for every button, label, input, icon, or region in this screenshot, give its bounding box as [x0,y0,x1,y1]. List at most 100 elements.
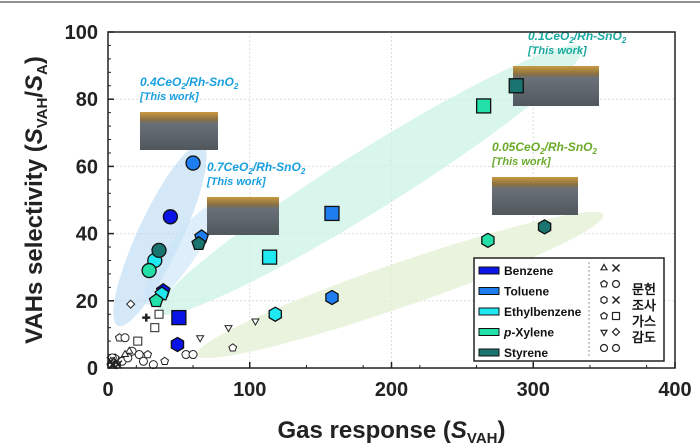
series-label: 0.4CeO2/Rh-SnO2 [140,75,239,91]
marker-circle [611,343,621,353]
literature-point [134,350,144,360]
label-part: /Rh-SnO [543,140,593,154]
x-label-part: VAH [467,430,498,447]
data-point-styrene [508,78,524,94]
data-point-benzene [171,309,187,326]
marker-hexagon [325,289,339,306]
x-tick-label: 300 [517,379,550,401]
legend-label: Toluene [504,285,549,299]
marker-pentagon [148,293,164,308]
data-point-styrene [537,219,552,235]
legend-swatch-styrene [478,348,500,357]
marker-triangle-down [224,325,233,333]
marker-circle [599,343,609,353]
data-point-ethylbenzene [268,306,283,322]
legend-label: Styrene [504,346,548,360]
data-point-p-xylene [481,232,495,249]
x-label-part: S [451,417,467,444]
series-label-note: [This work] [206,176,266,188]
data-point-toluene [185,155,201,171]
label-sub: 2 [180,82,186,91]
marker-square [611,311,621,321]
marker-square [508,78,524,94]
marker-hexagon [268,306,283,322]
label-part: 0.1CeO [528,29,570,43]
highlight-0.4 [113,143,207,327]
marker-square [154,309,164,319]
highlight-0.7 [143,205,217,305]
marker-square [150,323,160,333]
data-point-benzene [162,209,179,225]
legend-literature-marker [600,295,608,305]
marker-pentagon [191,235,207,251]
x-label-part: Gas response ( [278,417,451,444]
literature-point [143,349,153,359]
literature-point [188,350,198,360]
marker-triangle [124,346,134,354]
data-point-ethylbenzene [261,249,278,265]
data-point-styrene [191,235,207,251]
legend-literature-label: 감도 [632,330,656,345]
literature-point [160,356,170,365]
highlight-0.05 [196,211,604,359]
label-part: /Rh-SnO [185,75,235,89]
marker-pentagon [600,311,608,320]
legend-literature-marker [611,263,621,273]
legend-literature-marker [599,329,609,337]
y-tick-label: 0 [87,358,98,380]
marker-circle [120,333,130,343]
literature-point [195,335,205,343]
series-label: 0.05CeO2/Rh-SnO2 [492,140,597,156]
literature-point [150,323,160,333]
legend [473,257,665,362]
series-label-note: [This work] [491,156,551,168]
marker-square [133,336,143,346]
x-tick-label: 400 [658,379,691,401]
marker-triangle-down [599,329,609,337]
marker-star [611,295,621,305]
legend-label: Ethylbenzene [504,305,582,319]
marker-hexagon [600,295,608,305]
series-label-note: [This work] [139,91,199,103]
legend-label: p-Xylene [503,326,554,340]
label-part: 0.4CeO [140,75,182,89]
label-sub: 2 [247,167,253,176]
label-part: 0.05CeO [492,140,541,154]
legend-literature-marker [599,343,609,353]
legend-swatch-p-xylene [478,328,500,336]
marker-triangle-down [195,335,205,343]
literature-point [138,356,148,366]
label-sub: 2 [621,36,627,45]
legend-label: Benzene [504,264,554,278]
marker-circle [188,350,198,360]
legend-literature-marker [611,343,621,353]
catalyst-image [513,66,599,106]
marker-circle [162,209,179,225]
catalyst-image [140,112,218,150]
y-tick-label: 100 [65,22,98,44]
marker-square [324,205,340,222]
x-tick-label: 100 [233,379,266,401]
y-label-part: A [34,64,51,75]
x-label-part: ) [497,417,505,444]
marker-circle [138,356,148,366]
data-point-p-xylene [141,262,157,279]
marker-circle [151,242,167,259]
marker-circle [185,155,201,171]
y-tick-label: 20 [76,291,98,313]
y-tick-label: 80 [76,89,98,111]
marker-triangle [599,263,609,271]
x-axis-label: Gas response (SVAH) [278,417,506,447]
legend-rest: -Xylene [511,326,554,340]
legend-literature-label: 문헌 [632,282,656,297]
legend-literature-marker [599,263,609,271]
y-label-part: VAH [34,98,51,129]
y-tick-label: 40 [76,224,98,246]
marker-hexagon [170,336,185,353]
legend-literature-label: 가스 [632,314,656,329]
literature-point [142,313,151,322]
literature-point [120,349,130,358]
legend-literature-label: 조사 [632,298,656,313]
marker-triangle [120,349,130,358]
